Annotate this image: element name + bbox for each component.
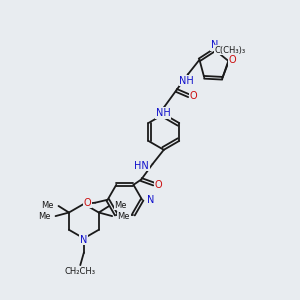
Text: N: N [211, 40, 218, 50]
Text: O: O [83, 198, 91, 208]
Text: NH: NH [179, 76, 194, 85]
Text: HN: HN [134, 160, 149, 171]
Text: N: N [147, 195, 154, 205]
Text: Me: Me [38, 212, 50, 221]
Text: C(CH₃)₃: C(CH₃)₃ [215, 46, 246, 55]
Text: O: O [154, 180, 162, 190]
Text: CH₂CH₃: CH₂CH₃ [65, 267, 96, 276]
Text: Me: Me [118, 212, 130, 221]
Text: Me: Me [115, 201, 127, 210]
Text: NH: NH [155, 108, 170, 118]
Text: O: O [189, 91, 197, 101]
Text: N: N [80, 235, 88, 244]
Text: Me: Me [41, 201, 53, 210]
Text: O: O [229, 55, 236, 65]
